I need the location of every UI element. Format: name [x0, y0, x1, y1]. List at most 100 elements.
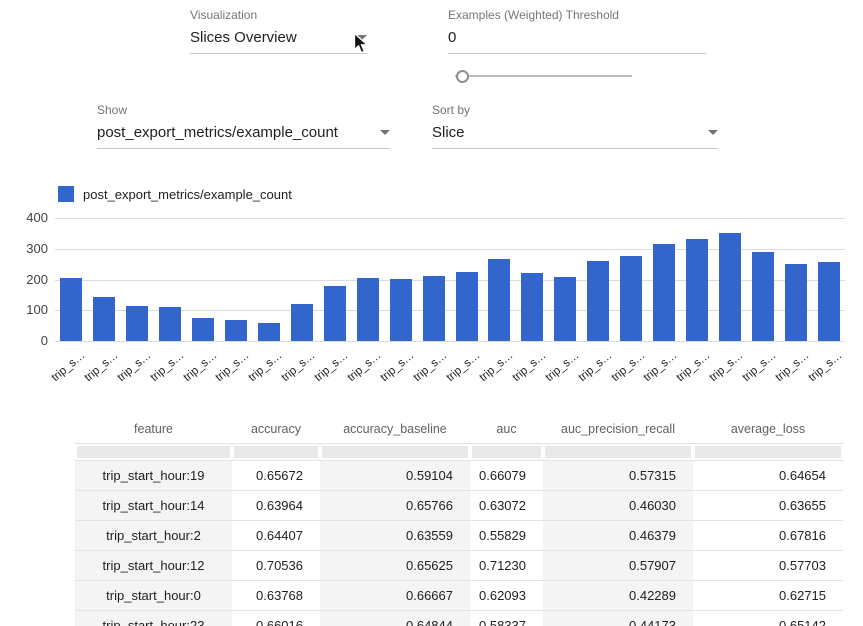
chevron-down-icon[interactable] — [380, 130, 390, 135]
x-axis-tick-label: trip_s… — [708, 349, 746, 384]
y-axis-tick-label: 200 — [0, 272, 48, 287]
column-header-accuracy_baseline[interactable]: accuracy_baseline — [320, 413, 470, 444]
bar[interactable] — [456, 272, 478, 341]
x-label-slot: trip_s… — [483, 345, 516, 393]
chevron-down-icon[interactable] — [357, 35, 367, 40]
x-axis-tick-label: trip_s… — [181, 349, 219, 384]
bar[interactable] — [423, 276, 445, 341]
chart-plot — [55, 218, 845, 341]
show-select[interactable]: post_export_metrics/example_count — [97, 124, 390, 149]
threshold-control[interactable]: Examples (Weighted) Threshold 0 — [448, 8, 706, 54]
bar[interactable] — [587, 261, 609, 341]
column-header-auc_precision_recall[interactable]: auc_precision_recall — [543, 413, 693, 444]
bar[interactable] — [159, 307, 181, 341]
bar[interactable] — [291, 304, 313, 342]
threshold-slider[interactable] — [455, 69, 632, 83]
bar[interactable] — [785, 264, 807, 341]
threshold-input[interactable]: 0 — [448, 29, 706, 54]
metrics-table: featureaccuracyaccuracy_baselineaucauc_p… — [75, 413, 843, 626]
bar[interactable] — [357, 278, 379, 341]
metric-cell: 0.59104 — [320, 461, 470, 491]
visualization-value: Slices Overview — [190, 29, 297, 46]
x-axis-tick-label: trip_s… — [806, 349, 844, 384]
metric-cell: 0.65766 — [320, 491, 470, 521]
metric-cell: 0.46379 — [543, 521, 693, 551]
table-filter-row — [75, 444, 843, 461]
metric-cell: 0.44173 — [543, 611, 693, 626]
bar-slot — [648, 244, 681, 341]
show-dropdown[interactable]: Show post_export_metrics/example_count — [97, 103, 390, 149]
column-filter-input[interactable] — [545, 446, 691, 458]
bar[interactable] — [719, 233, 741, 341]
slider-knob[interactable] — [456, 70, 469, 83]
x-axis-tick-label: trip_s… — [609, 349, 647, 384]
x-label-slot: trip_s… — [582, 345, 615, 393]
table-row: trip_start_hour:190.656720.591040.660790… — [75, 461, 843, 491]
bar[interactable] — [324, 286, 346, 341]
column-filter-input[interactable] — [322, 446, 468, 458]
column-filter-input[interactable] — [234, 446, 318, 458]
gridline — [55, 341, 845, 342]
metrics-table-grid: featureaccuracyaccuracy_baselineaucauc_p… — [75, 413, 843, 626]
bar[interactable] — [192, 318, 214, 341]
x-label-slot: trip_s… — [384, 345, 417, 393]
x-label-slot: trip_s… — [779, 345, 812, 393]
column-header-feature[interactable]: feature — [75, 413, 232, 444]
sort-by-dropdown[interactable]: Sort by Slice — [432, 103, 718, 149]
bar-slot — [812, 262, 845, 341]
column-header-accuracy[interactable]: accuracy — [232, 413, 320, 444]
x-label-slot: trip_s… — [812, 345, 845, 393]
bar[interactable] — [225, 320, 247, 341]
bar[interactable] — [60, 278, 82, 341]
column-header-auc[interactable]: auc — [470, 413, 543, 444]
slider-track[interactable] — [455, 75, 632, 77]
sort-by-label: Sort by — [432, 103, 718, 117]
y-axis-tick-label: 400 — [0, 210, 48, 225]
bar-slot — [187, 318, 220, 341]
bar-slot — [285, 304, 318, 342]
sort-by-select[interactable]: Slice — [432, 124, 718, 149]
bar[interactable] — [521, 273, 543, 341]
metric-cell: 0.57907 — [543, 551, 693, 581]
bar[interactable] — [752, 252, 774, 341]
x-axis-tick-label: trip_s… — [444, 349, 482, 384]
bar-slot — [351, 278, 384, 341]
visualization-select[interactable]: Slices Overview — [190, 29, 367, 54]
bar-slot — [746, 252, 779, 341]
bar[interactable] — [653, 244, 675, 341]
filter-cell — [693, 444, 843, 461]
x-label-slot: trip_s… — [187, 345, 220, 393]
bar-slot — [220, 320, 253, 341]
x-axis-tick-label: trip_s… — [115, 349, 153, 384]
column-header-average_loss[interactable]: average_loss — [693, 413, 843, 444]
column-filter-input[interactable] — [695, 446, 841, 458]
chevron-down-icon[interactable] — [708, 130, 718, 135]
filter-cell — [232, 444, 320, 461]
x-label-slot: trip_s… — [746, 345, 779, 393]
bar[interactable] — [126, 306, 148, 341]
bar[interactable] — [390, 279, 412, 341]
visualization-dropdown[interactable]: Visualization Slices Overview — [190, 8, 367, 54]
metric-cell: 0.67816 — [693, 521, 843, 551]
x-label-slot: trip_s… — [285, 345, 318, 393]
chart-legend: post_export_metrics/example_count — [58, 186, 292, 202]
x-label-slot: trip_s… — [417, 345, 450, 393]
show-value: post_export_metrics/example_count — [97, 124, 338, 141]
bar[interactable] — [258, 323, 280, 341]
x-axis-tick-label: trip_s… — [576, 349, 614, 384]
column-filter-input[interactable] — [472, 446, 541, 458]
bar[interactable] — [554, 277, 576, 341]
bar[interactable] — [620, 256, 642, 341]
bar[interactable] — [818, 262, 840, 341]
bar[interactable] — [686, 239, 708, 341]
bar-chart: 0100200300400 trip_s…trip_s…trip_s…trip_… — [0, 210, 863, 395]
bar-slot — [483, 259, 516, 341]
chart-y-axis: 0100200300400 — [0, 218, 48, 341]
bar-slot — [55, 278, 88, 341]
bar[interactable] — [488, 259, 510, 341]
table-row: trip_start_hour:230.660160.648440.583370… — [75, 611, 843, 626]
bar[interactable] — [93, 297, 115, 341]
metric-cell: 0.62093 — [470, 581, 543, 611]
column-filter-input[interactable] — [77, 446, 230, 458]
metric-cell: 0.58337 — [470, 611, 543, 626]
